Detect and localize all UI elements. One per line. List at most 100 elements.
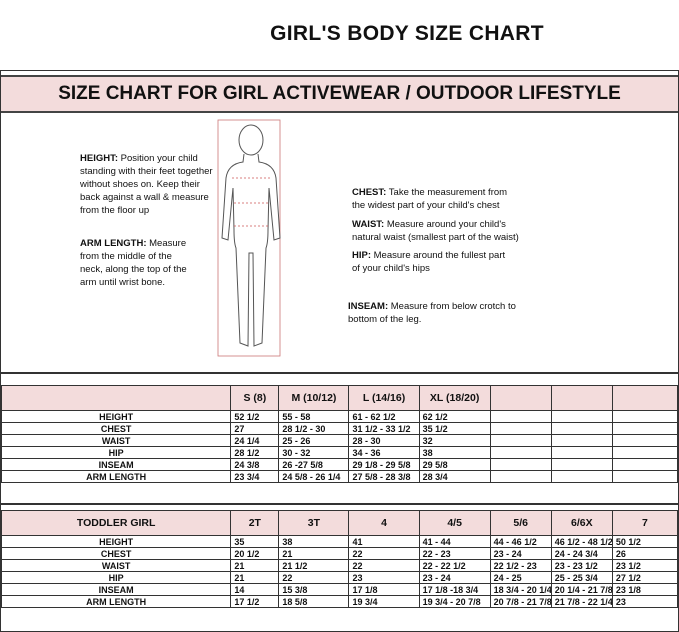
table-cell	[489, 446, 552, 459]
table-row: WAIST 24 1/4 25 - 26 28 - 30 32	[0, 434, 679, 447]
table-cell: 26	[611, 547, 679, 560]
table-cell: 41 - 44	[418, 535, 491, 548]
hip-instruction: HIP: Measure around the fullest part of …	[352, 250, 506, 274]
table-cell: 28 - 30	[348, 434, 420, 447]
row-label: CHEST	[0, 422, 232, 435]
table-row: INSEAM 14 15 3/8 17 1/8 17 1/8 -18 3/4 18 3/4…	[0, 583, 679, 596]
table-cell: 27 1/2	[611, 571, 679, 584]
table-cell	[550, 470, 613, 483]
table-cell: 18 3/4 - 20 1/4	[489, 583, 552, 596]
table-cell: 21	[230, 559, 280, 572]
divider	[1, 503, 678, 505]
waist-instruction: WAIST: Measure around your child's natur…	[352, 219, 519, 243]
column-header: 7	[611, 510, 679, 536]
column-header: S (8)	[230, 385, 280, 411]
table-header-row: TODDLER GIRL 2T 3T 4 4/5 5/6 6/6X 7	[0, 510, 679, 536]
table-cell: 17 1/2	[230, 595, 280, 608]
table-cell: 24 1/4	[230, 434, 280, 447]
table-cell: 27	[230, 422, 280, 435]
table-cell: 38	[418, 446, 491, 459]
table-cell: 31 1/2 - 33 1/2	[348, 422, 420, 435]
column-header: XL (18/20)	[418, 385, 491, 411]
table-cell: 50 1/2	[611, 535, 679, 548]
table-cell: 24 - 25	[489, 571, 552, 584]
table-cell: 23 - 23 1/2	[550, 559, 613, 572]
height-instruction: HEIGHT: Position your child standing wit…	[80, 153, 213, 216]
table-cell: 25 - 25 3/4	[550, 571, 613, 584]
column-header: 2T	[230, 510, 280, 536]
row-label: HIP	[0, 571, 232, 584]
row-label: HIP	[0, 446, 232, 459]
table-cell: 28 1/2 - 30	[278, 422, 350, 435]
table-cell: 22 1/2 - 23	[489, 559, 552, 572]
table-cell: 23 3/4	[230, 470, 280, 483]
table-cell: 52 1/2	[230, 410, 280, 423]
table-cell: 62 1/2	[418, 410, 491, 423]
table-row: INSEAM 24 3/8 26 -27 5/8 29 1/8 - 29 5/8 29 …	[0, 458, 679, 471]
child-body-figure-icon	[217, 119, 281, 357]
table-header-row: S (8) M (10/12) L (14/16) XL (18/20)	[0, 385, 679, 411]
column-header	[611, 385, 679, 411]
table-cell: 23 - 24	[489, 547, 552, 560]
table-cell: 25 - 26	[278, 434, 350, 447]
column-header	[0, 385, 232, 411]
table-cell: 29 5/8	[418, 458, 491, 471]
table-cell: 19 3/4	[348, 595, 420, 608]
table-row: HIP 21 22 23 23 - 24 24 - 25 25 - 25 3/4 27 1/2	[0, 571, 679, 584]
table-cell: 32	[418, 434, 491, 447]
table-cell: 21	[278, 547, 350, 560]
table-cell: 21 1/2	[278, 559, 350, 572]
table-cell: 23	[348, 571, 420, 584]
column-header	[550, 385, 613, 411]
table-cell: 28 1/2	[230, 446, 280, 459]
table-cell	[489, 458, 552, 471]
table-cell: 27 5/8 - 28 3/8	[348, 470, 420, 483]
table-cell: 20 1/4 - 21 7/8	[550, 583, 613, 596]
table-cell: 17 1/8	[348, 583, 420, 596]
row-label: HEIGHT	[0, 410, 232, 423]
column-header: 4	[348, 510, 420, 536]
table-cell: 21	[230, 571, 280, 584]
arm-length-instruction: ARM LENGTH: Measure from the middle of t…	[80, 238, 187, 288]
chest-instruction: CHEST: Take the measurement from the wid…	[352, 187, 508, 211]
table-cell: 61 - 62 1/2	[348, 410, 420, 423]
table-cell: 18 5/8	[278, 595, 350, 608]
table-cell	[611, 470, 679, 483]
table-cell: 44 - 46 1/2	[489, 535, 552, 548]
table-row: WAIST 21 21 1/2 22 22 - 22 1/2 22 1/2 - 23 23 …	[0, 559, 679, 572]
inseam-instruction: INSEAM: Measure from below crotch to bot…	[348, 301, 516, 325]
table-row: HEIGHT 52 1/2 55 - 58 61 - 62 1/2 62 1/2	[0, 410, 679, 423]
column-header: M (10/12)	[278, 385, 350, 411]
table-row: HIP 28 1/2 30 - 32 34 - 36 38	[0, 446, 679, 459]
table-cell: 46 1/2 - 48 1/2	[550, 535, 613, 548]
table-cell	[550, 422, 613, 435]
table-cell: 14	[230, 583, 280, 596]
table-row: CHEST 20 1/2 21 22 22 - 23 23 - 24 24 - 24 3/4…	[0, 547, 679, 560]
column-header: 3T	[278, 510, 350, 536]
table-cell: 55 - 58	[278, 410, 350, 423]
table-cell	[550, 446, 613, 459]
table-cell: 26 -27 5/8	[278, 458, 350, 471]
row-label: INSEAM	[0, 458, 232, 471]
table-cell	[611, 410, 679, 423]
table-cell	[611, 422, 679, 435]
column-header: 5/6	[489, 510, 552, 536]
table-cell: 20 7/8 - 21 7/8	[489, 595, 552, 608]
table-cell: 22 - 23	[418, 547, 491, 560]
table-cell: 23	[611, 595, 679, 608]
table-cell: 41	[348, 535, 420, 548]
table-row: ARM LENGTH 23 3/4 24 5/8 - 26 1/4 27 5/8 - …	[0, 470, 679, 483]
table-cell	[489, 410, 552, 423]
table-cell: 34 - 36	[348, 446, 420, 459]
table-cell: 23 1/2	[611, 559, 679, 572]
table-cell: 19 3/4 - 20 7/8	[418, 595, 491, 608]
row-label: INSEAM	[0, 583, 232, 596]
column-header: L (14/16)	[348, 385, 420, 411]
table-cell: 22 - 22 1/2	[418, 559, 491, 572]
table-cell: 23 1/8	[611, 583, 679, 596]
table-cell: 17 1/8 -18 3/4	[418, 583, 491, 596]
table-cell	[489, 422, 552, 435]
table-cell: 22	[278, 571, 350, 584]
table-cell: 24 5/8 - 26 1/4	[278, 470, 350, 483]
